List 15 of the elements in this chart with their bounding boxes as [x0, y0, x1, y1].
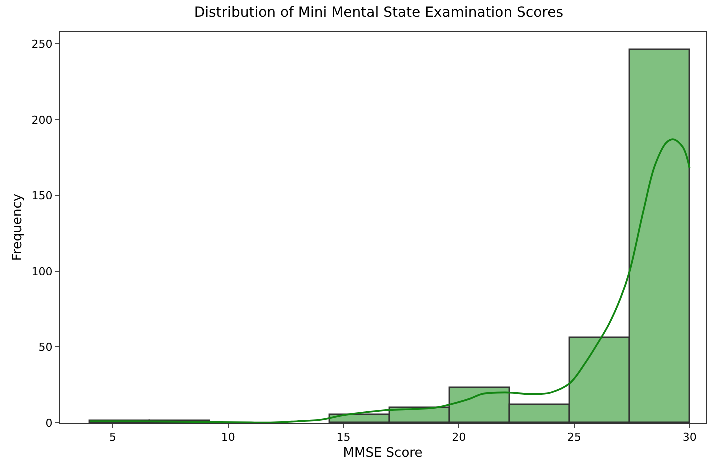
x-axis-title: MMSE Score [343, 446, 423, 461]
x-tick-label: 30 [682, 431, 697, 444]
x-tick-label: 25 [567, 431, 582, 444]
y-tick-label: 250 [32, 38, 53, 51]
y-axis-title: Frequency [10, 194, 26, 262]
y-tick-label: 150 [32, 190, 53, 203]
x-tick-label: 15 [336, 431, 351, 444]
x-tick-label: 10 [221, 431, 236, 444]
chart-title: Distribution of Mini Mental State Examination Scores [194, 4, 564, 21]
y-tick-label: 0 [46, 416, 53, 430]
x-tick-label: 20 [452, 431, 466, 444]
x-tick-label: 5 [110, 431, 117, 444]
y-tick-label: 50 [38, 341, 53, 354]
y-tick-label: 100 [32, 265, 53, 278]
y-tick-label: 200 [32, 114, 53, 127]
